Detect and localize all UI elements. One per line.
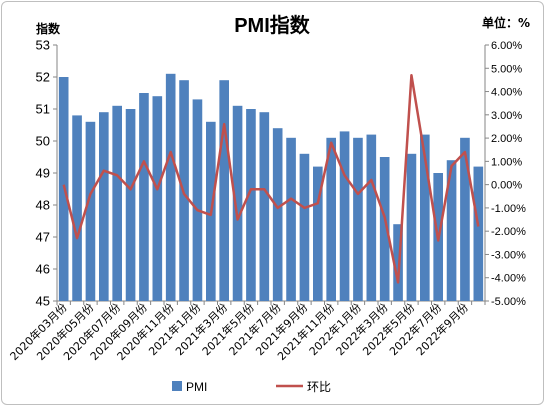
right-axis-title: 单位：% <box>482 15 530 30</box>
pmi-bar <box>286 137 296 301</box>
right-tick-label: 6.00% <box>491 40 522 52</box>
pmi-bar <box>446 160 457 301</box>
pmi-bar <box>219 80 229 301</box>
left-tick-label: 51 <box>36 102 50 117</box>
pmi-bar <box>313 166 323 301</box>
pmi-bar <box>299 153 310 301</box>
pmi-bar <box>72 115 82 302</box>
pmi-bar <box>259 112 270 301</box>
left-tick-label: 53 <box>36 38 50 53</box>
pmi-bar <box>232 105 243 301</box>
right-tick-label: -1.00% <box>491 203 526 215</box>
right-tick-label: 0.00% <box>491 180 522 192</box>
pmi-bar <box>99 112 109 301</box>
legend-swatch-pmi <box>172 381 182 391</box>
left-tick-label: 47 <box>36 230 50 245</box>
pmi-bar <box>326 137 336 301</box>
pmi-bar <box>165 73 176 301</box>
right-tick-label: -3.00% <box>491 249 526 261</box>
right-tick-label: -2.00% <box>491 226 526 238</box>
pmi-bar <box>339 131 350 301</box>
left-tick-label: 46 <box>36 262 50 277</box>
pmi-bar <box>246 109 256 301</box>
left-tick-label: 45 <box>36 294 50 309</box>
chart-title: PMI指数 <box>234 13 311 37</box>
pmi-bar <box>125 109 136 301</box>
right-tick-label: 4.00% <box>491 87 522 99</box>
pmi-bar <box>473 166 484 301</box>
right-tick-label: 1.00% <box>491 156 522 168</box>
left-axis-title: 指数 <box>36 21 61 36</box>
pmi-bar <box>393 224 403 301</box>
plot-area: 45 46 47 48 49 50 51 52 53 -5.00% -4.00% -3.00% -2.0… <box>7 38 526 364</box>
pmi-bar <box>366 134 377 301</box>
mom-series-line <box>62 74 480 284</box>
right-tick-label: 3.00% <box>491 110 522 122</box>
legend-label-mom: 环比 <box>307 380 331 394</box>
pmi-bar <box>85 121 96 301</box>
right-tick-label: -4.00% <box>491 273 526 285</box>
pmi-bar <box>112 105 122 301</box>
pmi-bar <box>192 99 203 302</box>
left-tick-label: 49 <box>36 166 50 181</box>
pmi-bar <box>353 137 363 301</box>
pmi-bar <box>420 134 430 301</box>
right-tick-label: -5.00% <box>491 296 526 308</box>
right-tick-label: 2.00% <box>491 133 522 145</box>
pmi-bar <box>139 93 149 301</box>
pmi-bar <box>460 137 470 301</box>
pmi-bar <box>152 96 163 301</box>
left-tick-label: 48 <box>36 198 50 213</box>
left-tick-label: 52 <box>36 70 50 85</box>
legend: PMI 环比 <box>172 380 331 394</box>
legend-label-pmi: PMI <box>186 380 207 394</box>
pmi-bar <box>379 157 390 301</box>
pmi-bar <box>406 153 417 301</box>
left-tick-label: 50 <box>36 134 50 149</box>
pmi-bar <box>272 128 283 301</box>
right-tick-label: 5.00% <box>491 63 522 75</box>
